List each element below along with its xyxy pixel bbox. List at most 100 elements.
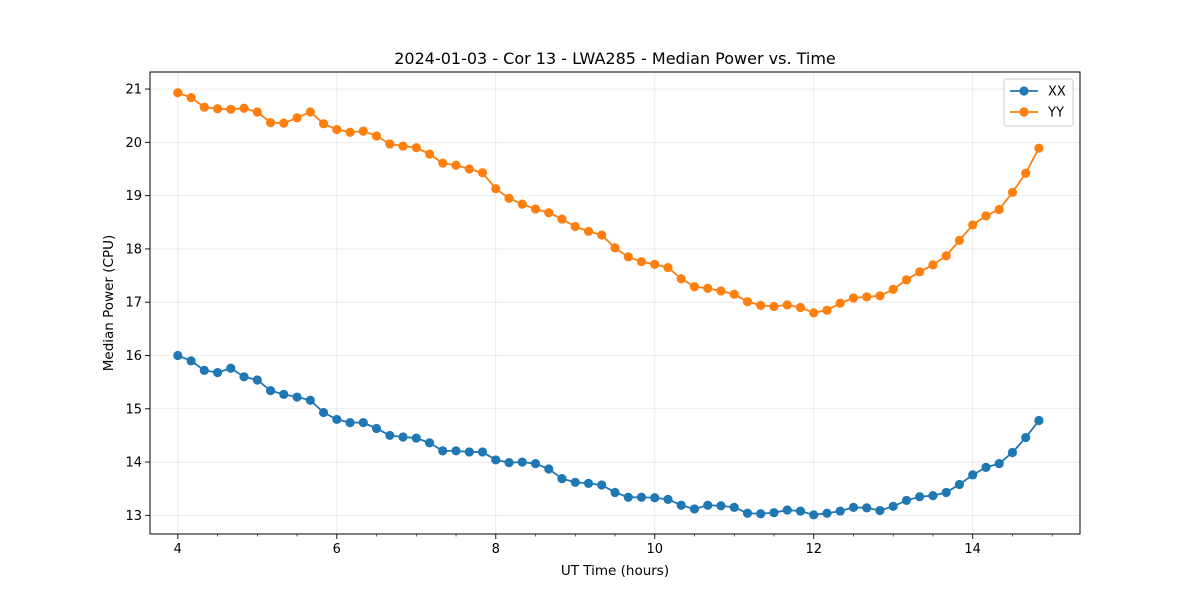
data-point-xx	[358, 418, 368, 428]
data-point-yy	[901, 275, 912, 285]
data-point-xx	[769, 508, 779, 518]
data-point-xx	[650, 493, 660, 503]
data-point-yy	[398, 141, 408, 151]
y-tick-label: 18	[125, 242, 142, 257]
legend-marker-xx	[1019, 86, 1029, 96]
data-point-yy	[1034, 143, 1044, 153]
data-point-xx	[226, 363, 236, 373]
data-point-yy	[650, 259, 660, 269]
data-point-xx	[610, 487, 620, 498]
data-point-yy	[968, 220, 978, 230]
axis-ticks: 4 6 8 10 12 14 13 14 15 16 17 18 19 20 21	[125, 83, 1053, 557]
data-point-yy	[703, 283, 713, 293]
x-axis-label: UT Time (hours)	[561, 563, 669, 579]
data-point-yy	[451, 160, 461, 170]
data-point-yy	[279, 118, 289, 128]
data-point-yy	[239, 103, 249, 113]
data-point-yy	[199, 102, 209, 112]
data-point-xx	[782, 505, 792, 515]
data-point-xx	[530, 459, 541, 469]
data-point-xx	[318, 407, 329, 418]
data-point-xx	[636, 492, 647, 502]
data-point-xx	[517, 457, 527, 467]
data-point-xx	[385, 430, 395, 441]
data-point-yy	[385, 139, 395, 149]
data-point-xx	[332, 414, 342, 425]
data-point-xx	[173, 350, 183, 361]
data-point-xx	[504, 457, 514, 468]
data-point-xx	[981, 462, 991, 472]
data-point-yy	[491, 184, 501, 194]
data-point-xx	[676, 500, 686, 510]
data-point-xx	[1021, 432, 1031, 443]
data-point-xx	[265, 386, 276, 396]
y-tick-label: 16	[125, 349, 142, 364]
data-point-yy	[954, 235, 965, 245]
data-point-xx	[716, 501, 726, 511]
data-point-yy	[729, 289, 739, 299]
data-point-xx	[451, 446, 461, 456]
data-point-xx	[424, 438, 435, 448]
data-point-yy	[610, 243, 620, 253]
data-point-xx	[888, 501, 898, 511]
data-point-yy	[186, 92, 196, 103]
data-point-xx	[212, 367, 223, 378]
series-xx	[173, 350, 1044, 520]
data-point-yy	[756, 300, 766, 310]
data-point-yy	[358, 126, 368, 136]
data-point-yy	[782, 300, 792, 310]
data-point-yy	[530, 204, 541, 214]
data-point-xx	[835, 506, 845, 516]
x-tick-label: 12	[805, 542, 822, 557]
data-point-xx	[742, 508, 753, 518]
data-point-xx	[809, 510, 819, 520]
data-point-xx	[398, 432, 408, 442]
data-point-xx	[994, 459, 1004, 469]
data-point-xx	[583, 478, 594, 488]
data-point-yy	[663, 262, 673, 273]
data-point-xx	[862, 503, 872, 513]
data-point-xx	[848, 502, 859, 512]
data-point-yy	[1007, 187, 1018, 198]
data-point-yy	[173, 88, 183, 98]
legend-label-yy: YY	[1047, 106, 1064, 121]
data-point-yy	[345, 127, 355, 137]
series-yy	[173, 88, 1044, 318]
data-point-xx	[570, 477, 580, 487]
data-point-xx	[438, 446, 448, 456]
data-point-yy	[862, 292, 872, 302]
data-point-yy	[835, 298, 845, 308]
data-point-xx	[239, 372, 249, 382]
x-tick-label: 8	[492, 542, 500, 557]
data-point-yy	[981, 211, 991, 221]
data-point-xx	[279, 389, 289, 399]
data-point-xx	[663, 494, 673, 504]
data-point-yy	[477, 168, 488, 178]
data-point-xx	[928, 491, 938, 501]
data-point-yy	[928, 260, 938, 270]
data-point-yy	[544, 208, 554, 218]
data-point-xx	[729, 502, 739, 512]
data-point-yy	[332, 124, 342, 135]
data-point-xx	[491, 455, 501, 465]
data-point-yy	[822, 305, 832, 315]
data-point-xx	[477, 447, 488, 457]
data-point-yy	[570, 221, 580, 232]
data-point-xx	[941, 487, 951, 498]
data-point-yy	[848, 293, 859, 303]
data-point-xx	[968, 470, 978, 480]
data-point-yy	[994, 204, 1004, 215]
data-point-yy	[716, 286, 726, 296]
data-point-yy	[597, 230, 607, 240]
data-point-yy	[809, 308, 819, 318]
y-tick-label: 13	[125, 509, 142, 524]
series-layer	[173, 88, 1044, 520]
data-point-yy	[252, 107, 262, 117]
y-tick-label: 14	[125, 456, 142, 471]
data-point-yy	[583, 226, 594, 236]
data-point-yy	[504, 193, 514, 203]
data-point-xx	[875, 505, 885, 516]
data-point-yy	[212, 104, 223, 114]
data-point-xx	[954, 479, 965, 490]
